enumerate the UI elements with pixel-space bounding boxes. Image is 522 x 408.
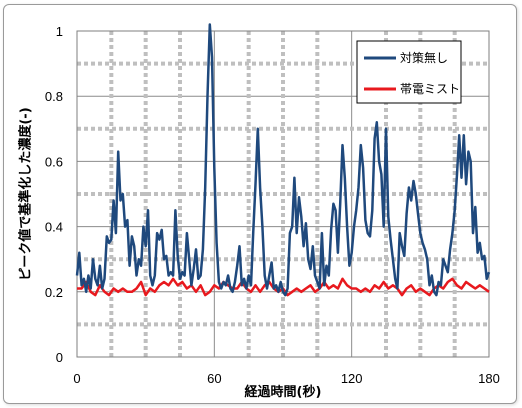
legend-label-series-2: 帯電ミスト [400, 82, 460, 96]
plot-area [76, 30, 490, 358]
legend-label-series-1: 対策無し [400, 50, 448, 65]
legend: 対策無し 帯電ミスト [356, 40, 462, 104]
y-axis-title: ピーク値で基準化した濃度(-) [18, 107, 34, 280]
x-tick-label: 180 [478, 371, 500, 386]
legend-box [356, 40, 462, 104]
x-tick-labels: 0 60 120 180 [73, 371, 499, 386]
series-line-1 [75, 23, 491, 297]
y-tick-labels: 0 0.2 0.4 0.6 0.8 1 [45, 24, 63, 365]
x-tick-label: 60 [207, 371, 221, 386]
series-layer [75, 23, 491, 297]
x-axis-title: 経過時間(秒) [245, 384, 322, 400]
y-tick-label: 0.6 [45, 154, 63, 169]
y-tick-label: 0.4 [45, 220, 63, 235]
y-tick-label: 0.2 [45, 285, 63, 300]
x-tick-label: 120 [341, 371, 363, 386]
y-tick-label: 0.8 [45, 89, 63, 104]
x-tick-label: 0 [73, 371, 80, 386]
y-tick-label: 0 [56, 350, 63, 365]
y-tick-label: 1 [56, 24, 63, 39]
